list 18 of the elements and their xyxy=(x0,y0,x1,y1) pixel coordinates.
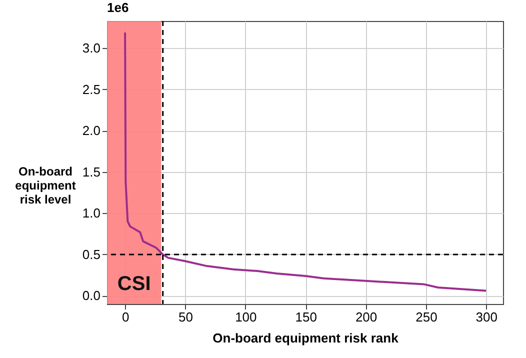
y-axis-title: On-board equipment risk level xyxy=(15,164,76,206)
x-tick-label: 50 xyxy=(178,310,193,324)
y-tick-label: 2.0 xyxy=(82,123,100,138)
x-axis-title: On-board equipment risk rank xyxy=(212,330,400,346)
band-label: CSI xyxy=(117,273,151,295)
y-tick-label: 1.0 xyxy=(82,206,100,221)
y-tick-label: 0.0 xyxy=(82,288,100,304)
y-tick-label: 1.5 xyxy=(82,164,100,180)
x-tick-label: 150 xyxy=(295,310,317,324)
y-tick-label: 0.5 xyxy=(82,246,100,262)
x-tick-label: 250 xyxy=(416,310,438,324)
x-tick-label: 300 xyxy=(476,310,498,324)
y-tick-label: 2.5 xyxy=(82,82,100,97)
x-tick-label: 200 xyxy=(355,310,378,324)
x-tick-label: 100 xyxy=(235,310,257,324)
y-tick-label: 3.0 xyxy=(82,40,100,56)
text: 1e6 xyxy=(107,0,129,15)
x-tick-label: 0 xyxy=(122,310,130,324)
